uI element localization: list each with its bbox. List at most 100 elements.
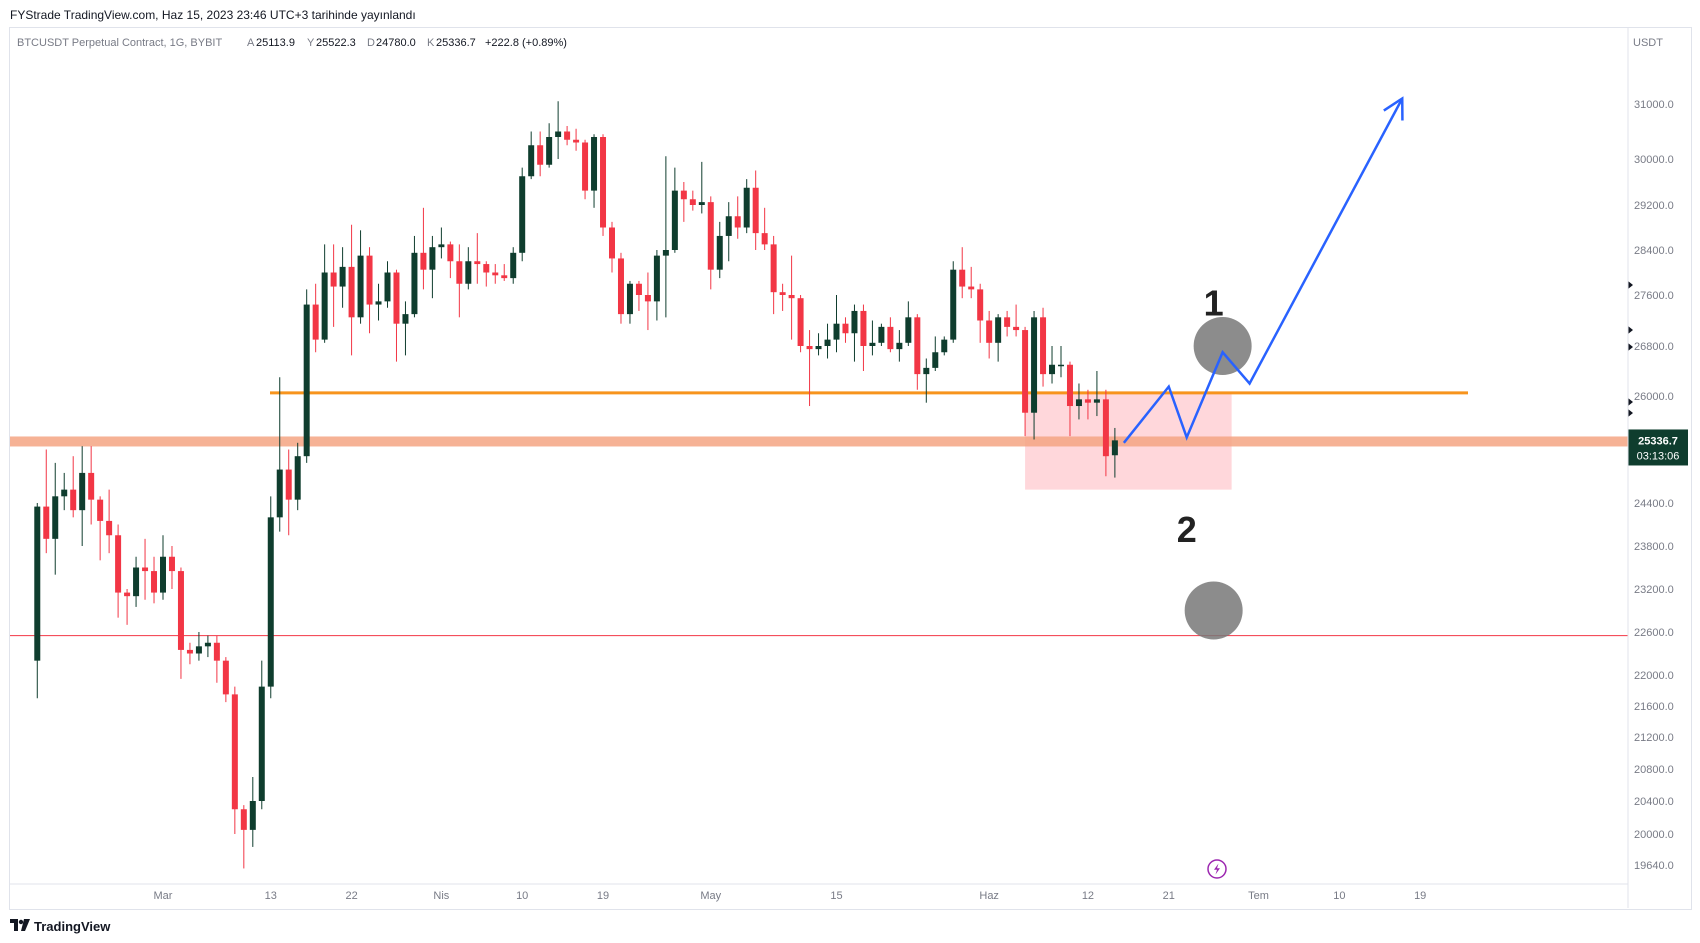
scenario-circle-2 — [1184, 581, 1243, 640]
candle-body — [1022, 330, 1029, 413]
candle-body — [941, 339, 948, 353]
candle — [932, 336, 939, 371]
candle-body — [384, 272, 391, 302]
candle — [285, 449, 292, 536]
candle — [869, 320, 876, 356]
candle — [106, 489, 113, 554]
candle — [447, 241, 454, 279]
candle — [402, 301, 409, 356]
time-axis[interactable]: Mar 13 22 Nis 10 19 May 15 Haz 12 21 Tem 10 19 — [10, 883, 1628, 902]
candle-body — [474, 261, 481, 265]
candle-body — [797, 298, 804, 346]
publish-header: FYStrade TradingView.com, Haz 15, 2023 2… — [10, 8, 416, 22]
candle-body — [842, 323, 849, 334]
chart-frame[interactable] — [9, 27, 1692, 910]
legend-open-label: A — [247, 37, 255, 49]
candle — [384, 261, 391, 308]
candle-body — [312, 304, 319, 340]
candle-body — [240, 809, 247, 830]
lightning-icon[interactable] — [1207, 859, 1227, 879]
candle-body — [1013, 326, 1020, 331]
candle-body — [294, 456, 301, 500]
candle-body — [851, 310, 858, 334]
candle — [366, 247, 373, 334]
candle — [564, 126, 571, 146]
candle-body — [492, 272, 499, 276]
candle — [1022, 326, 1029, 437]
candle-body — [734, 216, 741, 228]
candle — [842, 317, 849, 343]
candle-body — [959, 269, 966, 287]
candle-body — [1004, 317, 1011, 327]
candle — [680, 182, 687, 222]
candle-body — [617, 258, 624, 315]
candle — [635, 280, 642, 311]
price-axis[interactable]: 31000.0 30000.0 29200.0 28400.0 27600.0 26800… — [1627, 28, 1688, 908]
candle — [905, 301, 912, 346]
candle-body — [519, 176, 526, 253]
candle — [52, 462, 59, 575]
candle — [97, 496, 104, 561]
projection-path — [1122, 97, 1404, 444]
legend: BTCUSDT Perpetual Contract, 1G, BYBIT A … — [17, 37, 567, 49]
x-tick-label: 19 — [597, 890, 609, 902]
candle-body — [61, 489, 68, 497]
x-tick-label: 12 — [1082, 890, 1094, 902]
legend-low-value: 24780.0 — [376, 37, 416, 49]
candle-body — [151, 571, 158, 593]
candle — [626, 280, 633, 324]
candle-body — [896, 342, 903, 350]
candle — [671, 167, 678, 253]
legend-close-value: 25336.7 — [436, 37, 476, 49]
candle-body — [195, 646, 202, 654]
candle-body — [914, 317, 921, 375]
candle — [528, 131, 535, 180]
candle-body — [743, 187, 750, 228]
legend-low-label: D — [367, 37, 375, 49]
candle — [546, 123, 553, 168]
x-tick-label: 22 — [345, 890, 357, 902]
y-tick-label: 31000.0 — [1634, 99, 1674, 111]
candle-body — [276, 469, 283, 518]
candle — [133, 556, 140, 607]
candle — [249, 777, 256, 847]
candle-body — [878, 326, 885, 343]
candle — [168, 546, 175, 589]
y-tick-label: 21600.0 — [1634, 701, 1674, 713]
candle-body — [986, 320, 993, 343]
tradingview-brand: TradingView — [34, 918, 111, 934]
candle — [662, 156, 669, 318]
y-tick-label: 20800.0 — [1634, 764, 1674, 776]
candle-body — [231, 694, 238, 810]
candle-body — [88, 472, 95, 500]
x-tick-label: Nis — [433, 890, 449, 902]
legend-close-label: K — [427, 37, 435, 49]
candle — [312, 283, 319, 353]
candle-body — [168, 556, 175, 572]
candle — [267, 496, 274, 699]
candle-body — [1075, 399, 1082, 407]
candle — [1049, 346, 1056, 384]
scenario-label-1: 1 — [1204, 282, 1224, 323]
candle — [375, 283, 382, 321]
x-tick-label: 10 — [516, 890, 528, 902]
candle — [258, 660, 265, 810]
candle — [1111, 427, 1118, 478]
candle — [483, 261, 490, 287]
candle-body — [1031, 317, 1038, 413]
candle-body — [330, 272, 337, 287]
y-tick-label: 26000.0 — [1634, 391, 1674, 403]
candle — [1093, 371, 1100, 417]
candle — [492, 264, 499, 284]
candle-body — [411, 252, 418, 315]
axis-marker — [1628, 343, 1633, 351]
candle — [429, 235, 436, 299]
y-tick-label: 27600.0 — [1634, 290, 1674, 302]
candle-body — [177, 571, 184, 650]
x-tick-label: Haz — [979, 890, 999, 902]
candle — [941, 336, 948, 356]
candles-layer — [34, 101, 1118, 869]
candle — [788, 255, 795, 340]
candle-body — [537, 145, 544, 165]
